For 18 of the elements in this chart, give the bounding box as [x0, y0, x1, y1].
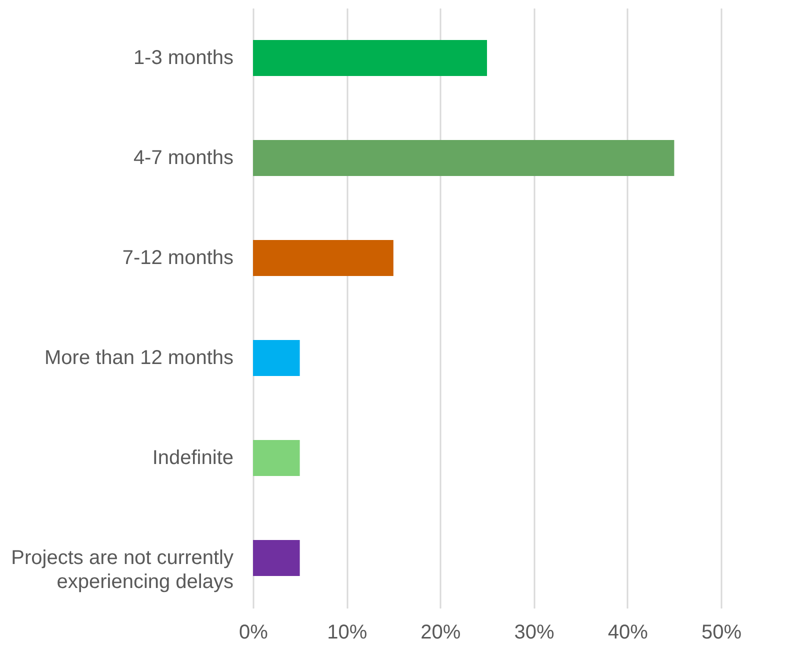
- x-tick-label: 20%: [420, 622, 461, 644]
- y-tick-label: Projects are not currently experiencing delays: [11, 547, 234, 593]
- bar: [253, 340, 300, 376]
- y-tick-label: Indefinite: [152, 447, 234, 469]
- y-tick-label: 7-12 months: [122, 247, 234, 269]
- x-tick-label: 0%: [239, 622, 268, 644]
- bar: [253, 440, 300, 476]
- bar: [253, 540, 300, 576]
- bar: [253, 240, 394, 276]
- bar: [253, 40, 487, 76]
- y-tick-label: 4-7 months: [133, 147, 234, 169]
- x-tick-label: 40%: [608, 622, 648, 644]
- y-tick-label: 1-3 months: [133, 47, 234, 69]
- x-tick-label: 50%: [701, 622, 742, 644]
- x-tick-label: 10%: [327, 622, 368, 644]
- x-tick-label: 30%: [514, 622, 555, 644]
- bar: [253, 140, 674, 176]
- y-tick-label: More than 12 months: [44, 347, 234, 369]
